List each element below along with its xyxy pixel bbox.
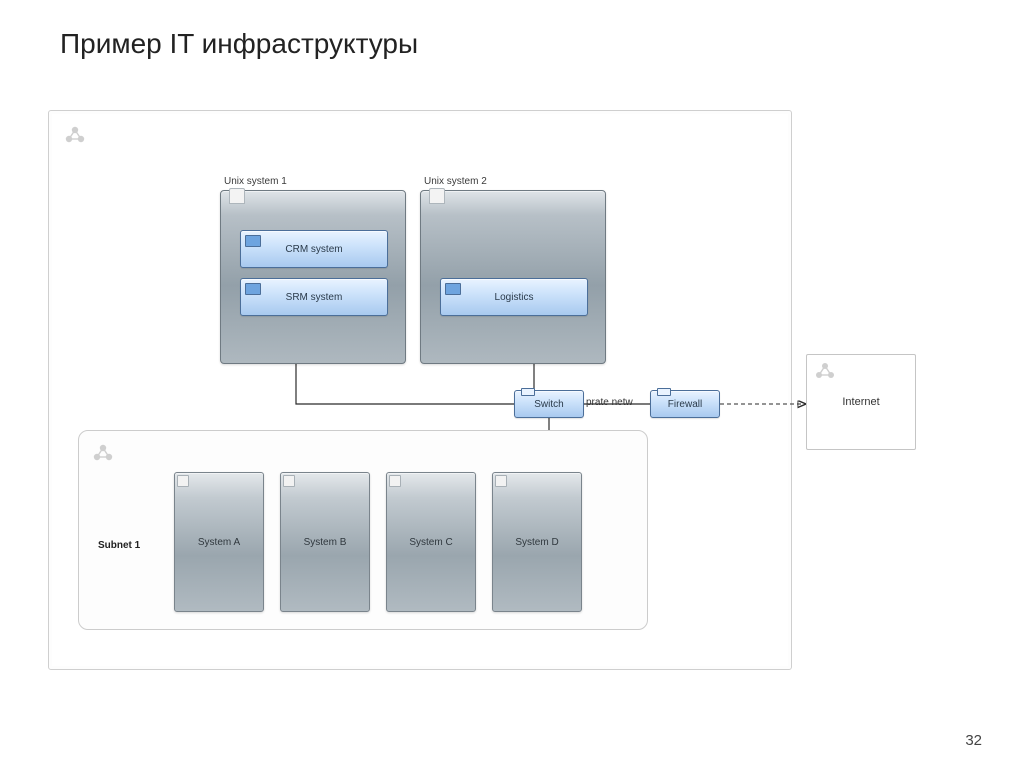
srm-system-node: SRM system bbox=[240, 278, 388, 316]
internet-label: Internet bbox=[842, 396, 879, 408]
unix1-label: Unix system 1 bbox=[224, 176, 287, 187]
firewall-label: Firewall bbox=[668, 399, 702, 410]
logistics-node: Logistics bbox=[440, 278, 588, 316]
system-b-node: System B bbox=[280, 472, 370, 612]
system-c-node: System C bbox=[386, 472, 476, 612]
switch-label: Switch bbox=[534, 399, 563, 410]
switch-node: Switch bbox=[514, 390, 584, 418]
monitor-icon bbox=[445, 283, 461, 295]
unix2-node bbox=[420, 190, 606, 364]
system-d-node: System D bbox=[492, 472, 582, 612]
internet-node: Internet bbox=[806, 354, 916, 450]
crm-system-node: CRM system bbox=[240, 230, 388, 268]
page-number: 32 bbox=[965, 732, 982, 749]
page-title: Пример IT инфраструктуры bbox=[60, 28, 418, 60]
unix2-label: Unix system 2 bbox=[424, 176, 487, 187]
logistics-label: Logistics bbox=[495, 292, 534, 303]
system-c-label: System C bbox=[409, 537, 452, 548]
monitor-icon bbox=[245, 283, 261, 295]
firewall-node: Firewall bbox=[650, 390, 720, 418]
subnet-label: Subnet 1 bbox=[98, 540, 140, 551]
system-a-label: System A bbox=[198, 537, 240, 548]
srm-label: SRM system bbox=[286, 292, 343, 303]
system-b-label: System B bbox=[304, 537, 347, 548]
monitor-icon bbox=[245, 235, 261, 247]
unix1-node bbox=[220, 190, 406, 364]
crm-label: CRM system bbox=[285, 244, 342, 255]
system-a-node: System A bbox=[174, 472, 264, 612]
diagram-canvas: Пример IT инфраструктуры 32 Unix system … bbox=[0, 0, 1024, 767]
cloud-icon bbox=[91, 443, 115, 463]
cloud-icon bbox=[813, 361, 837, 381]
cloud-icon bbox=[63, 125, 87, 145]
system-d-label: System D bbox=[515, 537, 558, 548]
between-text: prate netw bbox=[586, 397, 633, 408]
